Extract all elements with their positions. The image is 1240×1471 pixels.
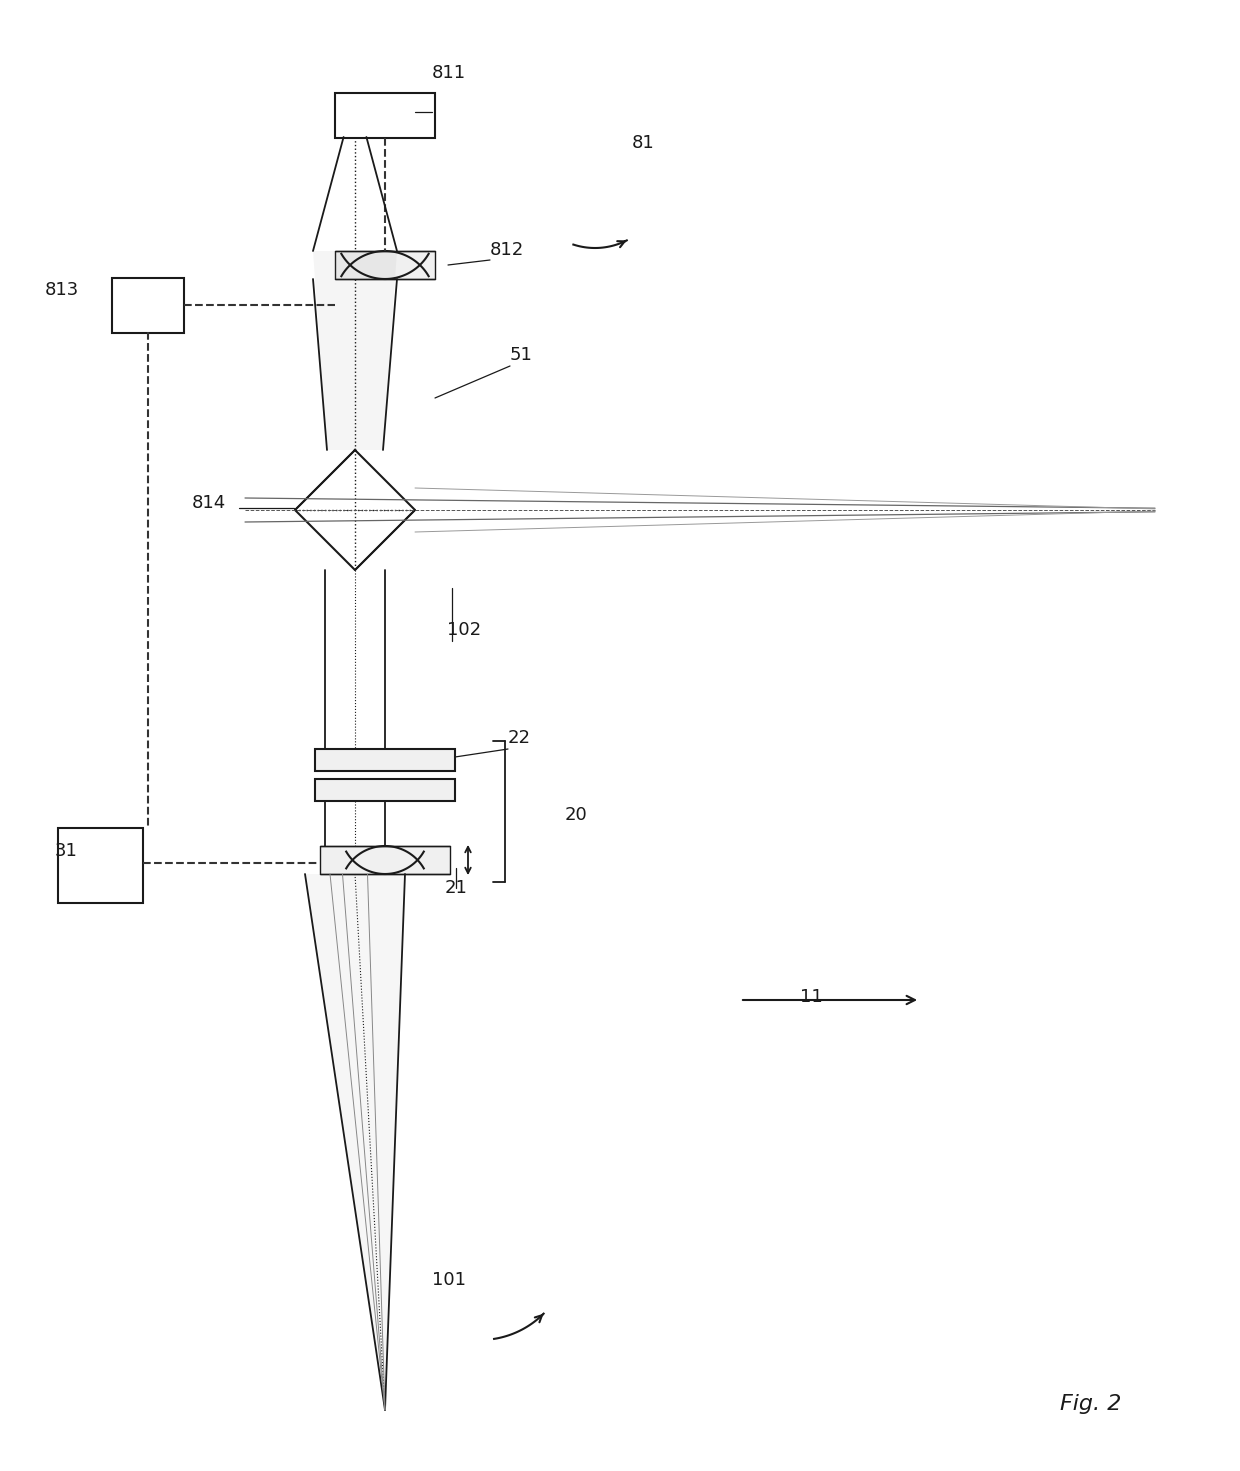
Text: 81: 81 xyxy=(632,134,655,152)
Text: 51: 51 xyxy=(510,346,533,363)
Bar xyxy=(315,749,455,771)
Text: 20: 20 xyxy=(565,806,588,824)
Text: 814: 814 xyxy=(192,494,226,512)
Text: 11: 11 xyxy=(800,989,823,1006)
Bar xyxy=(58,828,143,903)
Text: 22: 22 xyxy=(508,730,531,747)
Polygon shape xyxy=(312,252,397,450)
Bar xyxy=(335,252,435,279)
Bar xyxy=(112,278,184,332)
Bar xyxy=(320,846,450,874)
Text: 101: 101 xyxy=(432,1271,466,1289)
Text: 811: 811 xyxy=(432,65,466,82)
Polygon shape xyxy=(305,874,405,1411)
Text: 31: 31 xyxy=(55,841,78,861)
Bar xyxy=(335,93,435,138)
Text: 21: 21 xyxy=(445,880,467,897)
Text: 102: 102 xyxy=(446,621,481,638)
Bar xyxy=(315,780,455,802)
Text: Fig. 2: Fig. 2 xyxy=(1060,1395,1121,1414)
Text: 812: 812 xyxy=(490,241,525,259)
Text: 813: 813 xyxy=(45,281,79,299)
